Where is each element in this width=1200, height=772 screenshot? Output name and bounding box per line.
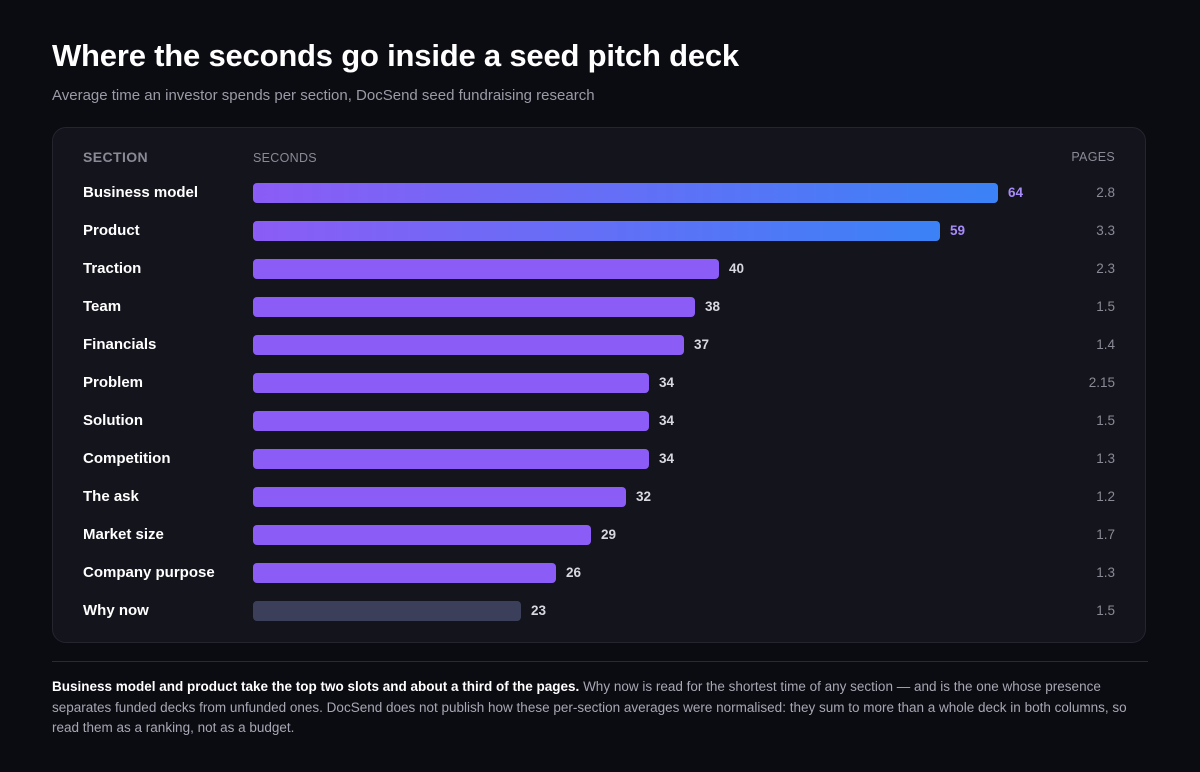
bar [253, 601, 521, 621]
category-label: Why now [83, 602, 149, 619]
footnote-lead: Business model and product take the top … [52, 679, 580, 694]
pages-value: 2.8 [1096, 185, 1115, 200]
pages-value: 1.5 [1096, 413, 1115, 428]
category-label: Competition [83, 450, 171, 467]
pages-value: 3.3 [1096, 223, 1115, 238]
column-header-seconds: SECONDS [253, 151, 317, 165]
data-label: 26 [566, 565, 582, 580]
data-label: 34 [659, 413, 675, 428]
category-label: Financials [83, 336, 157, 353]
column-header-pages: PAGES [1071, 150, 1115, 164]
bar [253, 335, 684, 355]
bar [253, 487, 626, 507]
category-label: The ask [83, 488, 139, 505]
data-label: 23 [531, 603, 547, 618]
page-title: Where the seconds go inside a seed pitch… [52, 38, 739, 73]
bar [253, 373, 649, 393]
chart-row: Company purpose 26 1.3 [53, 563, 1145, 583]
data-label: 37 [694, 337, 710, 352]
chart-row: Financials 37 1.4 [53, 335, 1145, 355]
pages-value: 1.5 [1096, 299, 1115, 314]
data-label: 38 [705, 299, 721, 314]
footnote: Business model and product take the top … [52, 677, 1142, 739]
chart-row: Market size 29 1.7 [53, 525, 1145, 545]
chart-row: Solution 34 1.5 [53, 411, 1145, 431]
bar [253, 259, 719, 279]
pages-value: 2.15 [1088, 375, 1115, 390]
chart-row: Why now 23 1.5 [53, 601, 1145, 621]
category-label: Business model [83, 184, 199, 201]
divider [52, 661, 1148, 662]
data-label: 29 [601, 527, 617, 542]
category-label: Company purpose [83, 564, 215, 581]
bar [253, 449, 649, 469]
category-label: Team [83, 298, 122, 315]
pages-value: 1.3 [1096, 451, 1115, 466]
bar [253, 297, 695, 317]
chart-row: The ask 32 1.2 [53, 487, 1145, 507]
chart-row: Team 38 1.5 [53, 297, 1145, 317]
data-label: 59 [950, 223, 966, 238]
category-label: Market size [83, 526, 164, 543]
pages-value: 1.5 [1096, 603, 1115, 618]
data-label: 40 [729, 261, 745, 276]
column-header-section: SECTION [83, 149, 149, 165]
chart-row: Problem 34 2.15 [53, 373, 1145, 393]
category-label: Problem [83, 374, 144, 391]
data-label: 34 [659, 451, 675, 466]
category-label: Product [83, 222, 140, 239]
pages-value: 1.4 [1096, 337, 1115, 352]
category-label: Solution [83, 412, 143, 429]
chart-row: Competition 34 1.3 [53, 449, 1145, 469]
chart-card: SECTION SECONDS PAGES Business model 64 2.… [52, 127, 1146, 643]
category-label: Traction [83, 260, 142, 277]
data-label: 32 [636, 489, 652, 504]
data-label: 34 [659, 375, 675, 390]
bar [253, 411, 649, 431]
pages-value: 1.2 [1096, 489, 1115, 504]
chart-row: Traction 40 2.3 [53, 259, 1145, 279]
bar [253, 183, 998, 203]
data-label: 64 [1008, 185, 1024, 200]
page-subtitle: Average time an investor spends per sect… [52, 87, 595, 104]
bar [253, 525, 591, 545]
pages-value: 1.7 [1096, 527, 1115, 542]
footnote-body: Why now is read for the shortest time of… [52, 679, 1127, 735]
chart-row: Product 59 3.3 [53, 221, 1145, 241]
bar [253, 221, 940, 241]
pages-value: 1.3 [1096, 565, 1115, 580]
bar [253, 563, 556, 583]
chart-row: Business model 64 2.8 [53, 183, 1145, 203]
pages-value: 2.3 [1096, 261, 1115, 276]
